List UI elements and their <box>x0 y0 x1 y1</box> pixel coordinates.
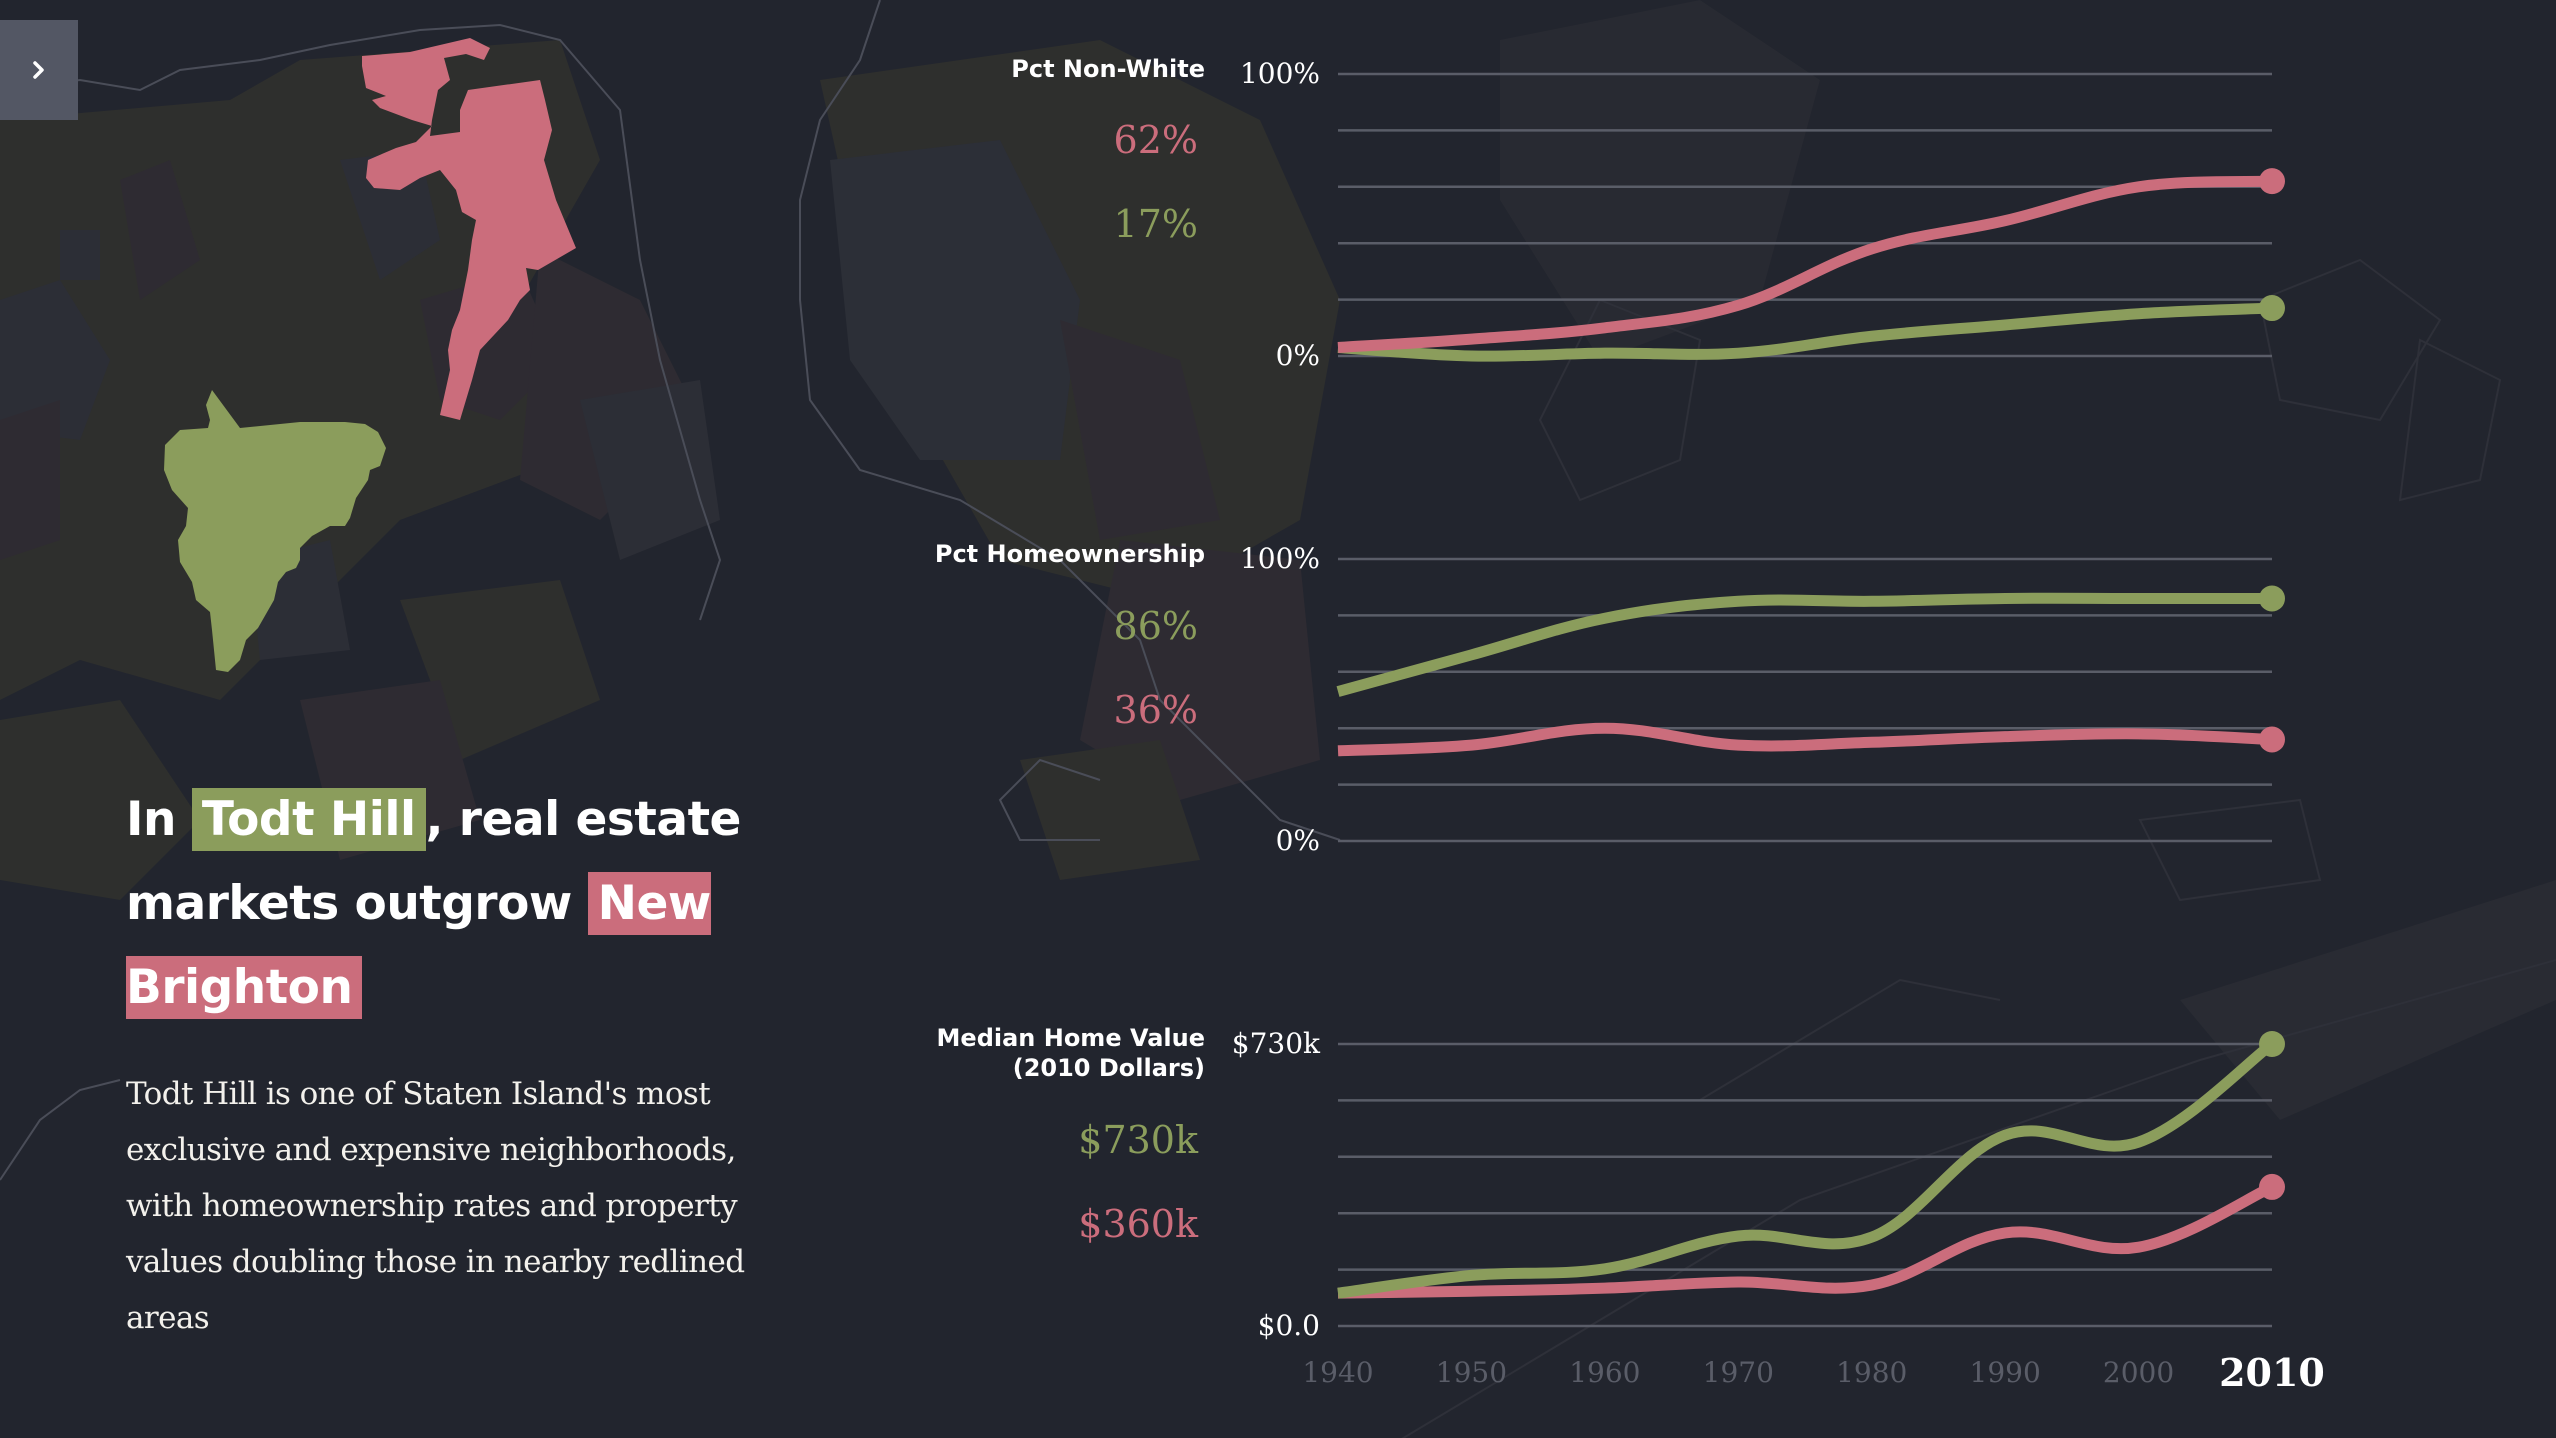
series-line-new-brighton <box>1337 175 2273 354</box>
value-todt-hill-home-value: $730k <box>1078 1118 1198 1162</box>
headline-prefix: In <box>126 792 176 847</box>
headline: In Todt Hill, real estate markets outgro… <box>126 778 766 1030</box>
chart-2 <box>1337 1031 2285 1328</box>
x-tick-1970[interactable]: 1970 <box>1702 1356 1774 1389</box>
value-new-brighton-homeownership: 36% <box>1113 688 1198 732</box>
shoreline <box>0 0 1341 1181</box>
x-tick-1950[interactable]: 1950 <box>1435 1356 1508 1389</box>
series-line-new-brighton <box>1337 722 2273 757</box>
series-line-todt-hill <box>1337 1039 2276 1299</box>
map-tracts <box>0 40 1340 900</box>
series-line-todt-hill <box>1336 592 2272 697</box>
chevron-right-icon <box>33 61 44 79</box>
value-todt-hill-non-white: 17% <box>1113 202 1198 246</box>
y-tick-label: 0% <box>1275 824 1320 857</box>
value-todt-hill-homeownership: 86% <box>1113 604 1198 648</box>
x-tick-1960[interactable]: 1960 <box>1569 1356 1641 1389</box>
x-tick-2010[interactable]: 2010 <box>2219 1350 2325 1395</box>
map-faint-outlines <box>1401 258 2556 1438</box>
x-tick-2000[interactable]: 2000 <box>2102 1356 2175 1389</box>
endpoint-marker-new-brighton[interactable] <box>2259 726 2285 753</box>
headline-middle: , real estate markets outgrow <box>126 792 741 931</box>
endpoint-marker-new-brighton[interactable] <box>2259 168 2285 195</box>
new-brighton-area <box>362 38 576 420</box>
value-new-brighton-home-value: $360k <box>1078 1202 1198 1246</box>
chart-title-homeownership: Pct Homeownership <box>934 540 1205 568</box>
chart-title-home-value-sub: (2010 Dollars) <box>1012 1054 1205 1082</box>
todt-hill-area <box>164 390 386 672</box>
y-tick-label: $730k <box>1231 1027 1320 1060</box>
x-tick-1980[interactable]: 1980 <box>1836 1356 1908 1389</box>
chart-0 <box>1337 72 2285 362</box>
y-tick-label: 0% <box>1275 339 1320 372</box>
endpoint-marker-todt-hill[interactable] <box>2259 585 2285 612</box>
y-tick-label: $0.0 <box>1257 1309 1320 1342</box>
chart-1 <box>1336 557 2285 843</box>
y-tick-label: 100% <box>1239 542 1320 575</box>
y-tick-label: 100% <box>1239 57 1320 90</box>
chart-title-non-white: Pct Non-White <box>1011 55 1205 83</box>
chart-title-home-value: Median Home Value (2010 Dollars) <box>937 1023 1205 1083</box>
x-tick-1940[interactable]: 1940 <box>1302 1356 1374 1389</box>
x-tick-1990[interactable]: 1990 <box>1969 1356 2041 1389</box>
description-paragraph: Todt Hill is one of Staten Island's most… <box>126 1076 745 1336</box>
chart-title-home-value-main: Median Home Value <box>936 1024 1205 1052</box>
endpoint-marker-todt-hill[interactable] <box>2259 295 2285 322</box>
endpoint-marker-todt-hill[interactable] <box>2259 1031 2285 1057</box>
series-line-todt-hill <box>1337 302 2273 362</box>
sidebar-toggle-button[interactable] <box>0 20 78 120</box>
todt-hill-highlight: Todt Hill <box>191 788 426 851</box>
endpoint-marker-new-brighton[interactable] <box>2259 1173 2285 1200</box>
value-new-brighton-non-white: 62% <box>1113 118 1198 162</box>
series-line-new-brighton <box>1337 1181 2275 1299</box>
